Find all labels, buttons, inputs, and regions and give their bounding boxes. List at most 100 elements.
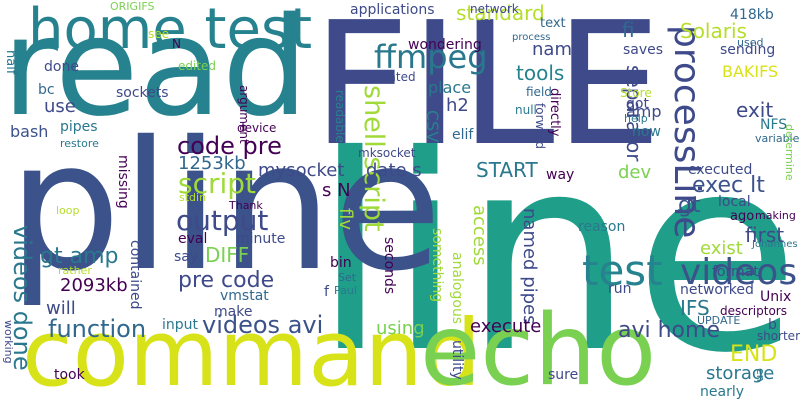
word: minute bbox=[236, 231, 286, 247]
word: named pipes bbox=[519, 208, 540, 325]
word: sockets bbox=[116, 85, 169, 101]
word: read bbox=[2, 0, 309, 147]
word: wondering bbox=[408, 37, 482, 53]
word: fi bbox=[622, 18, 635, 42]
word: Solaris bbox=[680, 19, 747, 43]
word: elif bbox=[452, 127, 474, 143]
word: first bbox=[745, 223, 785, 247]
word: nearly bbox=[700, 384, 744, 400]
word: Unix bbox=[760, 289, 792, 305]
word: exec lt bbox=[692, 173, 765, 198]
word: restore bbox=[60, 137, 99, 150]
word: Store bbox=[620, 86, 652, 100]
word: bash bbox=[10, 122, 49, 141]
word: test bbox=[582, 246, 663, 295]
word: sending bbox=[720, 42, 776, 58]
word: descriptors bbox=[720, 304, 787, 318]
word: using bbox=[376, 318, 425, 339]
word: function bbox=[48, 315, 147, 343]
word: home test bbox=[28, 0, 313, 62]
word: output bbox=[176, 204, 269, 237]
word: sure bbox=[548, 367, 579, 383]
word: tools bbox=[516, 61, 565, 85]
word: used bbox=[737, 36, 764, 49]
word: process bbox=[512, 32, 551, 43]
word: access bbox=[469, 205, 490, 266]
word: got bbox=[626, 96, 649, 112]
word: Paul bbox=[334, 284, 357, 297]
word: FILE bbox=[312, 0, 663, 184]
word: missing bbox=[115, 155, 131, 209]
word: s N bbox=[322, 180, 351, 201]
word: pipes bbox=[60, 119, 98, 135]
word: help bbox=[624, 112, 648, 125]
word: line bbox=[312, 97, 800, 400]
word: ORIGIFS bbox=[110, 0, 155, 13]
word: Set bbox=[338, 271, 357, 284]
word: use bbox=[44, 96, 76, 117]
word: forward bbox=[533, 103, 547, 150]
word: ago bbox=[730, 209, 755, 224]
word: contained bbox=[127, 240, 143, 310]
word: standard bbox=[456, 1, 545, 25]
word: IFS bbox=[680, 296, 710, 320]
word: videos avi bbox=[202, 311, 324, 339]
word: videos bbox=[680, 252, 798, 293]
word: START bbox=[476, 158, 538, 182]
word: execute bbox=[470, 316, 542, 337]
word: 418kb bbox=[730, 7, 774, 23]
word: executed bbox=[688, 162, 753, 178]
word: Thank bbox=[229, 199, 263, 212]
word: local bbox=[718, 194, 751, 210]
word: null bbox=[515, 103, 537, 117]
word: gt bbox=[678, 193, 701, 218]
word: bin bbox=[330, 255, 352, 271]
word: BAKIFS bbox=[722, 62, 779, 81]
word: h2 bbox=[446, 95, 469, 116]
word: pline bbox=[8, 103, 443, 310]
word: input bbox=[162, 317, 199, 333]
word: took bbox=[54, 367, 85, 383]
word: run bbox=[608, 281, 632, 297]
word: f bbox=[324, 284, 329, 300]
word: field bbox=[526, 85, 552, 99]
word: echo bbox=[420, 294, 657, 400]
word: eval bbox=[178, 231, 208, 247]
word: now bbox=[632, 124, 661, 140]
word: see bbox=[148, 27, 170, 41]
word: make bbox=[214, 304, 253, 320]
word: pointed bbox=[370, 70, 416, 84]
word: loop bbox=[56, 204, 80, 217]
word: ffmpeg bbox=[374, 38, 488, 76]
word: mksocket bbox=[358, 146, 416, 160]
word: reason bbox=[578, 219, 626, 235]
word: seconds bbox=[381, 237, 397, 295]
word: storage bbox=[706, 363, 775, 384]
word: applications bbox=[350, 2, 435, 18]
word: script bbox=[178, 167, 257, 200]
word: pre code bbox=[178, 268, 275, 293]
word: name bbox=[532, 39, 584, 60]
word: utility bbox=[449, 340, 465, 380]
word: vmstat bbox=[220, 288, 269, 304]
word: en bbox=[754, 368, 767, 382]
word: 1253kb bbox=[178, 153, 246, 174]
word: avi home bbox=[618, 318, 720, 343]
word: stdin bbox=[179, 191, 207, 204]
word: UPDATE bbox=[697, 314, 741, 327]
word: rather bbox=[58, 264, 92, 277]
word: amp bbox=[626, 102, 662, 121]
word: network bbox=[470, 2, 519, 16]
word: shorter bbox=[756, 329, 800, 343]
word: dev bbox=[618, 162, 652, 183]
word: mysocket bbox=[258, 160, 345, 181]
word: say bbox=[174, 249, 199, 265]
word: 2093kb bbox=[60, 275, 128, 296]
word: device bbox=[237, 121, 277, 135]
word: edited bbox=[178, 59, 217, 73]
word: b bbox=[768, 317, 777, 333]
word: making bbox=[755, 209, 796, 222]
word: way bbox=[546, 167, 575, 183]
word: analogous bbox=[449, 252, 465, 325]
word: END bbox=[730, 342, 778, 367]
